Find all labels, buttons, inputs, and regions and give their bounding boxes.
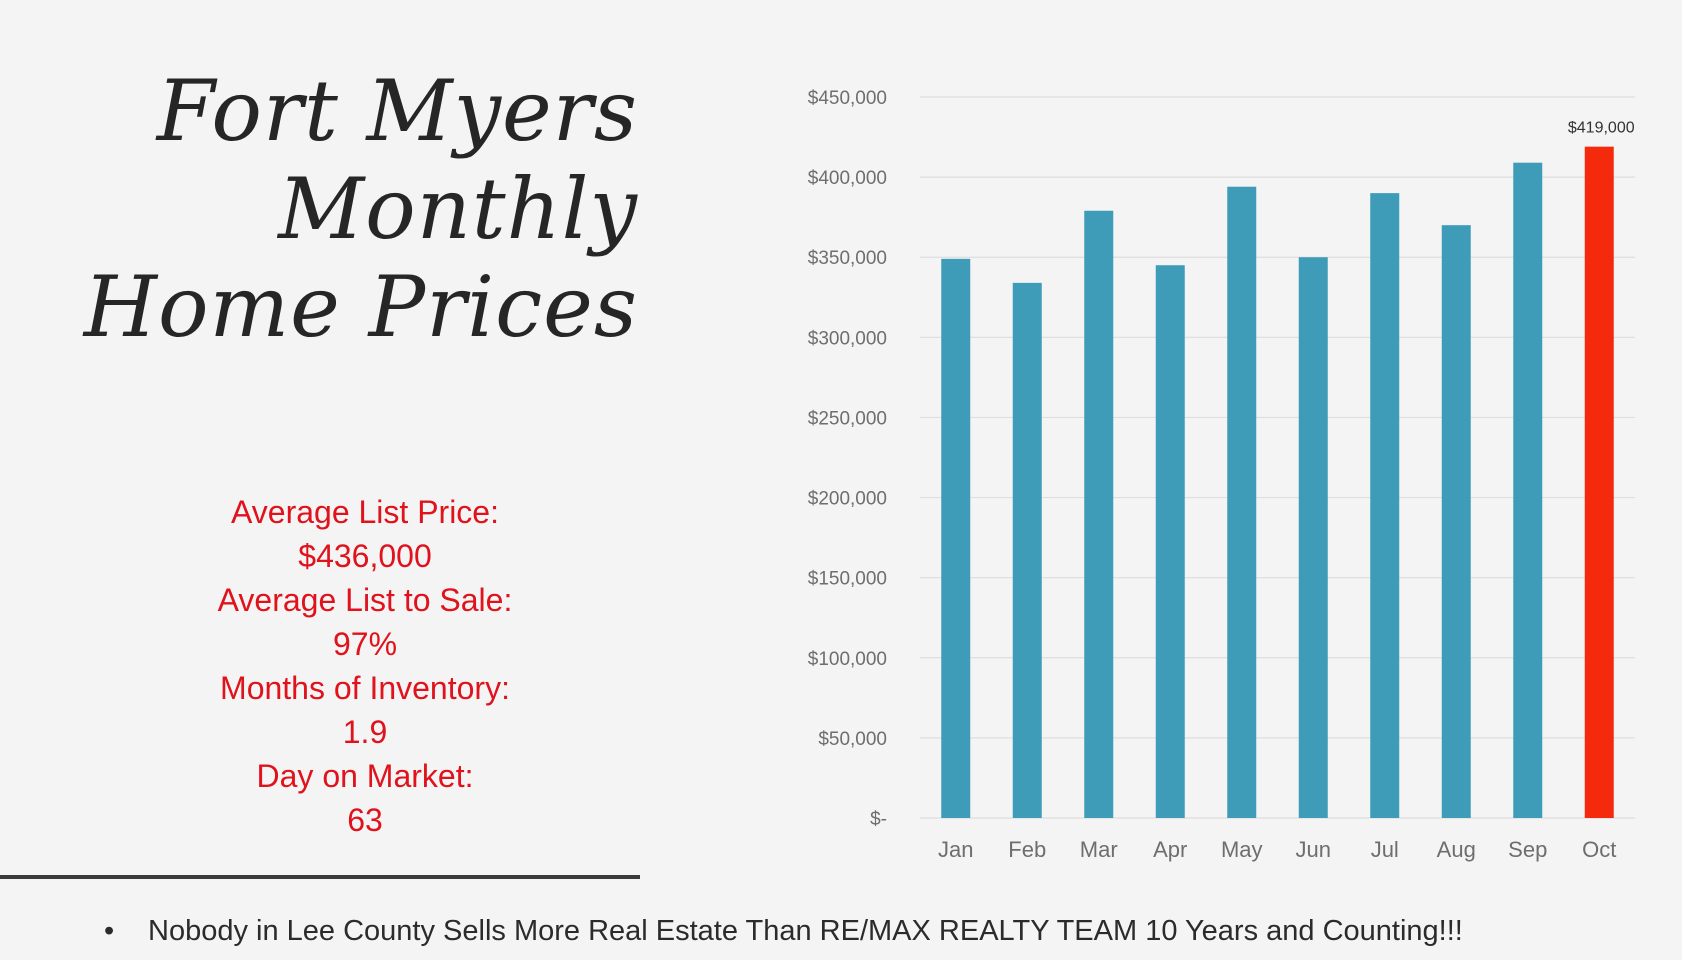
market-stats: Average List Price: $436,000 Average Lis… xyxy=(140,490,590,842)
stat-label-list-to-sale: Average List to Sale: xyxy=(217,582,513,618)
bar-chart: $- $50,000 $100,000 $150,000 $200,000 $250,00… xyxy=(808,88,1635,862)
title-line-3: Home Prices xyxy=(83,258,638,356)
x-tick-label: Jan xyxy=(938,837,973,862)
x-tick-label: Aug xyxy=(1437,837,1476,862)
bar-jun xyxy=(1298,257,1328,818)
bar-may xyxy=(1227,186,1257,819)
x-tick-label: May xyxy=(1221,837,1263,862)
y-tick-label: $100,000 xyxy=(808,649,887,670)
y-tick-label: $150,000 xyxy=(808,569,887,590)
stat-label-avg-list-price: Average List Price: xyxy=(231,494,499,530)
stat-value-months-inventory: 1.9 xyxy=(342,714,388,750)
y-tick-label: $400,000 xyxy=(808,168,887,189)
divider-line xyxy=(0,875,640,879)
chart-bars xyxy=(941,146,1614,819)
y-tick-label: $250,000 xyxy=(808,408,887,429)
x-tick-label: Feb xyxy=(1008,837,1046,862)
footer-note: • Nobody in Lee County Sells More Real Es… xyxy=(104,915,1463,948)
footer-bullet: • xyxy=(104,915,115,947)
title-line-2: Monthly xyxy=(278,160,638,258)
title-line-1: Fort Myers xyxy=(156,62,638,160)
bar-aug xyxy=(1441,225,1471,818)
bar-mar xyxy=(1084,210,1114,818)
x-tick-label: Oct xyxy=(1582,837,1616,862)
bar-oct xyxy=(1584,146,1614,818)
stat-value-avg-list-price: $436,000 xyxy=(298,538,432,574)
bar-jul xyxy=(1370,193,1400,819)
y-tick-label: $300,000 xyxy=(808,328,887,349)
x-tick-label: Mar xyxy=(1080,837,1118,862)
x-tick-label: Jul xyxy=(1371,837,1399,862)
stat-label-days-on-market: Day on Market: xyxy=(256,758,474,794)
x-tick-label: Apr xyxy=(1153,837,1187,862)
bar-feb xyxy=(1012,282,1042,818)
chart-data-labels: $419,000 xyxy=(1568,120,1635,137)
y-tick-label: $50,000 xyxy=(818,729,887,750)
y-tick-label: $200,000 xyxy=(808,489,887,510)
bar-sep xyxy=(1513,162,1543,818)
y-tick-label: $350,000 xyxy=(808,248,887,269)
bar-jan xyxy=(941,258,971,818)
stat-label-months-inventory: Months of Inventory: xyxy=(220,670,510,706)
bar-apr xyxy=(1155,265,1185,818)
x-tick-label: Jun xyxy=(1296,837,1331,862)
stat-value-list-to-sale: 97% xyxy=(332,626,398,662)
y-tick-label: $450,000 xyxy=(808,88,887,109)
page-title: Fort Myers Monthly Home Prices xyxy=(18,62,638,356)
y-axis-ticks: $- $50,000 $100,000 $150,000 $200,000 $250,00… xyxy=(808,88,887,830)
data-label: $419,000 xyxy=(1568,120,1635,137)
x-axis-ticks: Jan Feb Mar Apr May Jun Jul Aug Sep Oct xyxy=(938,837,1616,862)
footer-text: Nobody in Lee County Sells More Real Est… xyxy=(148,915,1463,947)
x-tick-label: Sep xyxy=(1508,837,1547,862)
stat-value-days-on-market: 63 xyxy=(347,802,383,838)
y-tick-label: $- xyxy=(870,809,887,830)
